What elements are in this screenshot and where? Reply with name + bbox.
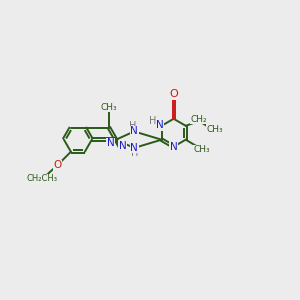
Text: CH₃: CH₃	[101, 103, 117, 112]
Text: H: H	[130, 148, 138, 158]
Text: H: H	[149, 116, 156, 126]
Text: N: N	[107, 138, 115, 148]
Text: O: O	[53, 160, 62, 170]
Text: CH₂CH₃: CH₂CH₃	[26, 174, 57, 183]
Text: N: N	[118, 141, 126, 151]
Text: N: N	[170, 142, 178, 152]
Text: N: N	[130, 143, 138, 153]
Text: CH₂: CH₂	[191, 115, 207, 124]
Text: N: N	[130, 126, 138, 136]
Text: CH₃: CH₃	[193, 145, 210, 154]
Text: O: O	[169, 89, 178, 99]
Text: H: H	[129, 121, 136, 131]
Text: CH₃: CH₃	[206, 125, 223, 134]
Text: N: N	[156, 120, 164, 130]
